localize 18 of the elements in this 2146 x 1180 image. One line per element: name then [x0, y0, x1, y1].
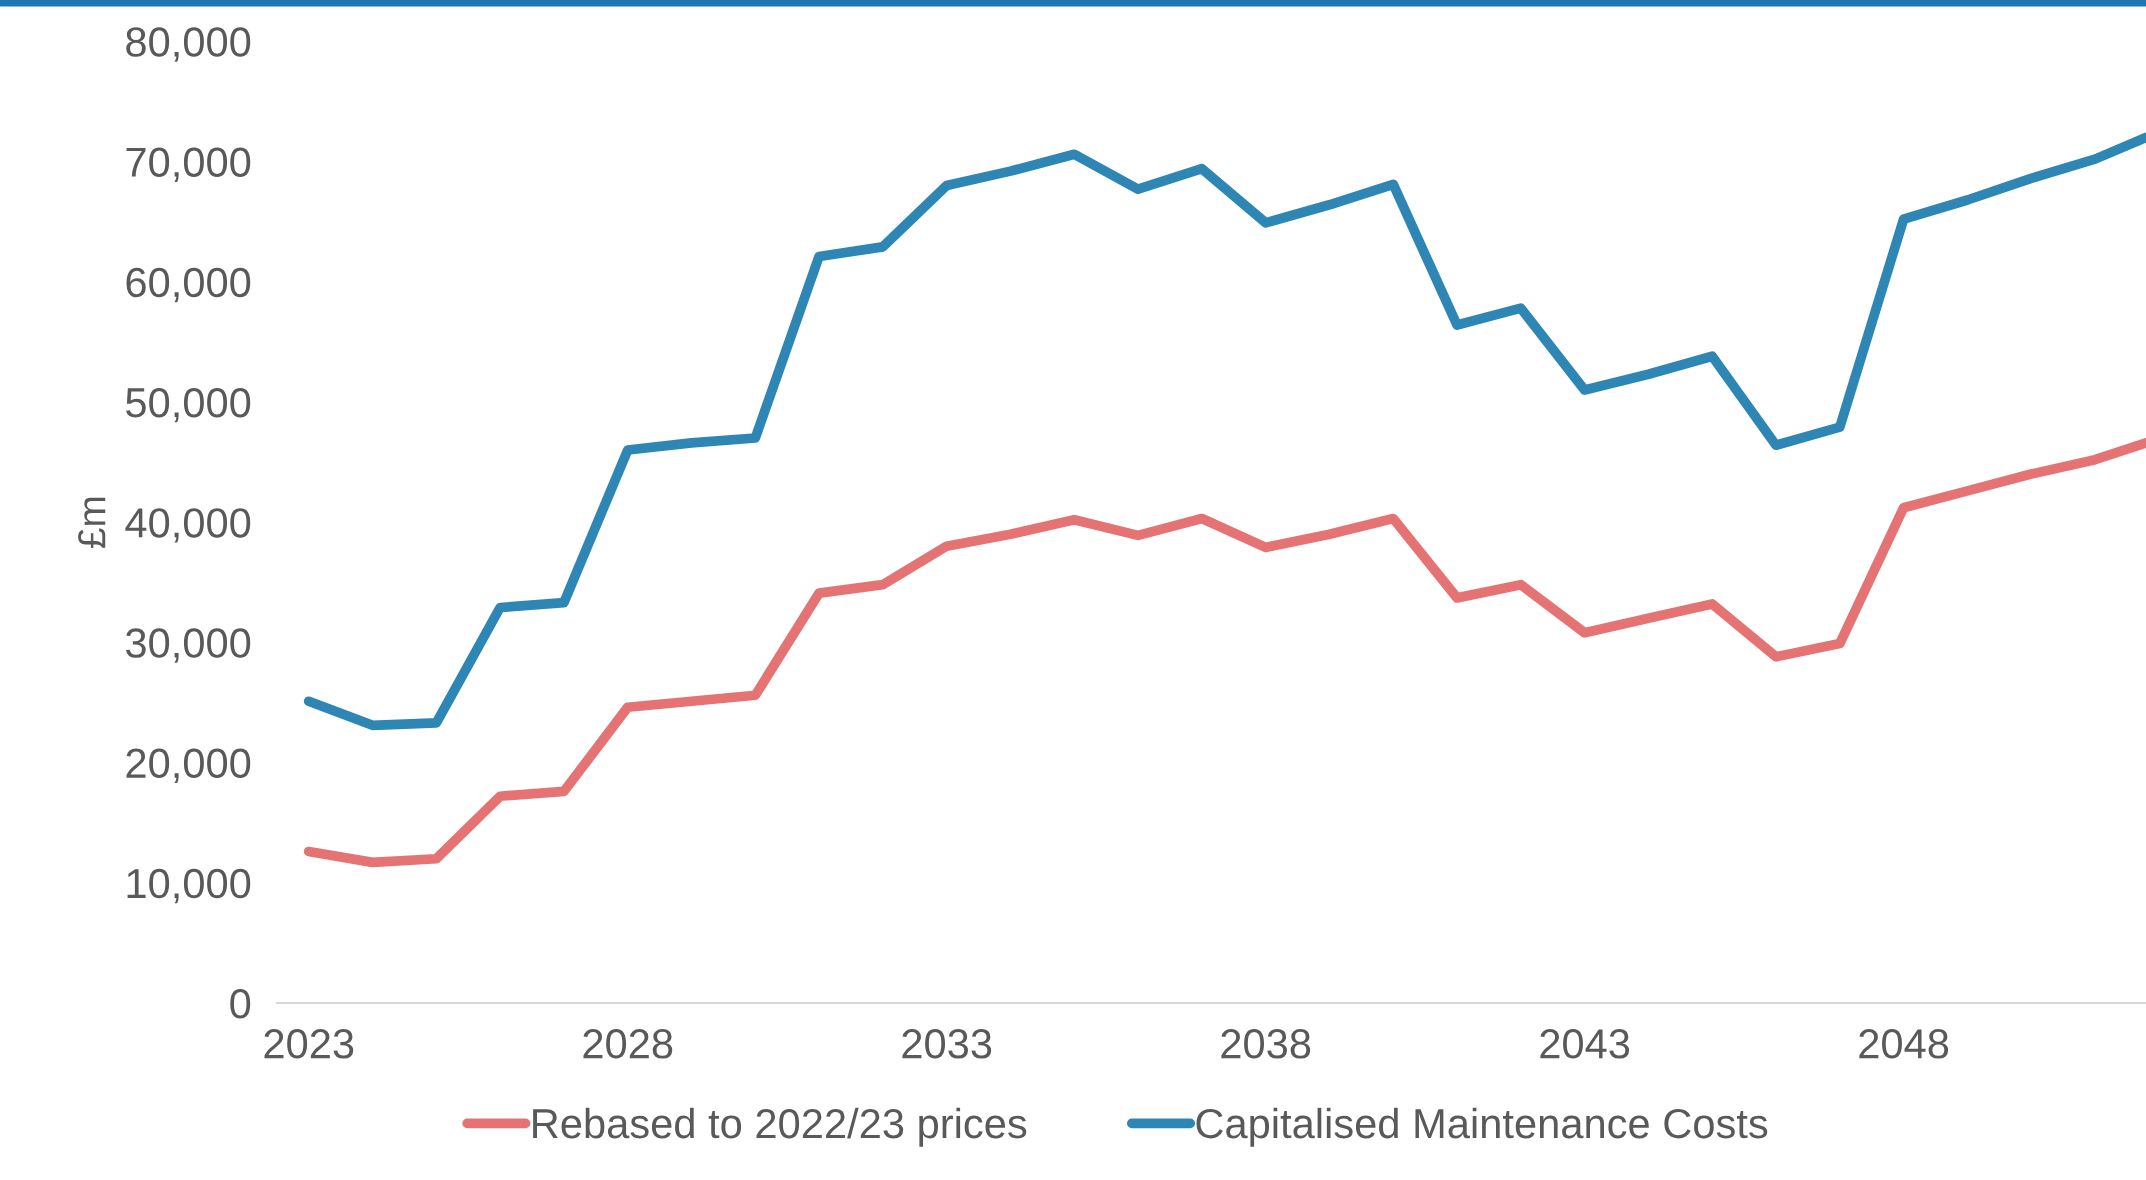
y-tick-label: 20,000 — [126, 748, 251, 783]
legend-label: Capitalised Maintenance Costs — [1196, 1107, 1768, 1147]
x-tick-label: 2048 — [1859, 1029, 1949, 1059]
legend-label: Rebased to 2022/23 prices — [533, 1107, 1027, 1147]
x-tick-label: 2028 — [583, 1029, 673, 1059]
x-tick-label: 2033 — [902, 1029, 992, 1059]
y-tick-label: 50,000 — [126, 387, 251, 423]
x-tick-label: 2038 — [1221, 1029, 1311, 1059]
y-tick-label: 60,000 — [126, 267, 251, 303]
y-axis-title: £m — [78, 497, 106, 549]
y-tick-label: 0 — [230, 989, 251, 1019]
y-tick-label: 30,000 — [125, 628, 251, 663]
y-tick-label: 10,000 — [127, 868, 251, 904]
x-tick-label: 2043 — [1540, 1029, 1630, 1059]
y-tick-label: 80,000 — [126, 27, 251, 62]
y-tick-label: 40,000 — [125, 508, 251, 543]
y-tick-label: 70,000 — [126, 147, 251, 182]
x-tick-label: 2023 — [264, 1029, 354, 1059]
